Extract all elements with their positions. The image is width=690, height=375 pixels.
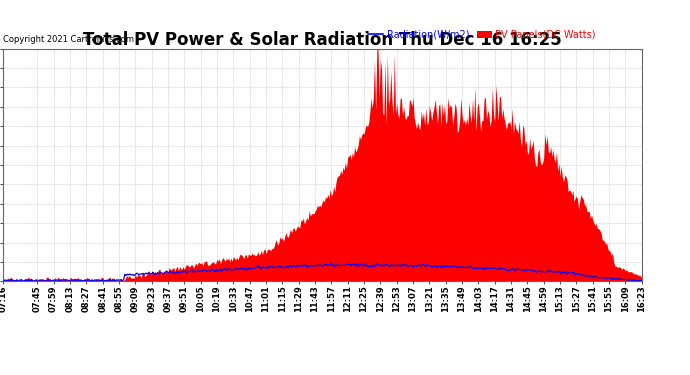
Text: Copyright 2021 Cartronics.com: Copyright 2021 Cartronics.com [3,35,135,44]
Title: Total PV Power & Solar Radiation Thu Dec 16 16:25: Total PV Power & Solar Radiation Thu Dec… [83,31,562,49]
Legend: Radiation(W/m2), PV Panels(DC Watts): Radiation(W/m2), PV Panels(DC Watts) [364,26,600,44]
